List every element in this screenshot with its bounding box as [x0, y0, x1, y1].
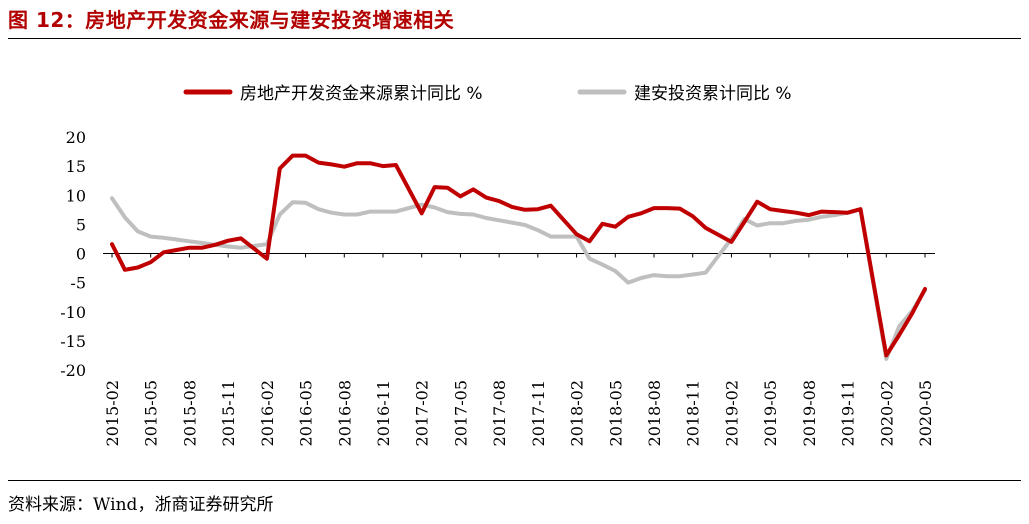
x-tick-label: 2017-05 [451, 380, 470, 446]
x-axis: 2015-02 2015-05 2015-08 2015-11 2016-02 2016-… [103, 380, 935, 446]
y-tick-label: -10 [60, 303, 86, 322]
series-lines [110, 153, 927, 361]
y-tick-label: 15 [66, 157, 86, 176]
x-tick-label: 2016-02 [258, 380, 277, 446]
y-tick-label: -5 [70, 274, 86, 293]
series-line-1 [110, 153, 927, 358]
x-tick-label: 2019-11 [839, 380, 858, 446]
x-tick-label: 2016-11 [374, 380, 393, 446]
x-tick-label: 2019-08 [800, 380, 819, 446]
y-tick-label: 0 [76, 245, 86, 264]
x-tick-label: 2018-08 [645, 380, 664, 446]
zero-line [103, 253, 935, 258]
line-chart: 房地产开发资金来源累计同比 % 建安投资累计同比 % 20 15 10 5 0 -5 -10… [60, 84, 935, 446]
legend-label-series-2: 建安投资累计同比 % [634, 84, 792, 104]
y-tick-label: 5 [76, 215, 86, 234]
x-tick-label: 2017-02 [413, 380, 432, 446]
x-tick-label: 2019-02 [722, 380, 741, 446]
x-tick-label: 2017-08 [490, 380, 509, 446]
chart-legend: 房地产开发资金来源累计同比 % 建安投资累计同比 % [183, 84, 792, 104]
x-tick-label: 2018-02 [568, 380, 587, 446]
x-tick-label: 2015-08 [180, 380, 199, 446]
y-tick-label: -20 [60, 361, 86, 380]
x-tick-label: 2015-11 [219, 380, 238, 446]
x-tick-label: 2020-02 [877, 380, 896, 446]
y-tick-label: 20 [66, 128, 86, 147]
x-tick-label: 2015-02 [103, 380, 122, 446]
source-rule [8, 480, 1021, 481]
x-tick-label: 2017-11 [529, 380, 548, 446]
y-tick-label: 10 [66, 186, 86, 205]
legend-label-series-1: 房地产开发资金来源累计同比 % [240, 84, 483, 104]
x-tick-label: 2019-05 [761, 380, 780, 446]
source-note: 资料来源：Wind，浙商证券研究所 [8, 495, 274, 515]
y-axis: 20 15 10 5 0 -5 -10 -15 -20 [60, 128, 86, 380]
x-tick-label: 2020-05 [916, 380, 935, 446]
series-line-2 [110, 196, 927, 361]
x-tick-label: 2016-08 [335, 380, 354, 446]
x-tick-label: 2016-05 [297, 380, 316, 446]
x-tick-label: 2018-05 [606, 380, 625, 446]
y-tick-label: -15 [60, 332, 86, 351]
figure-title: 图 12：房地产开发资金来源与建安投资增速相关 [8, 8, 455, 32]
x-tick-label: 2018-11 [684, 380, 703, 446]
x-tick-label: 2015-05 [142, 380, 161, 446]
title-rule [8, 38, 1021, 39]
